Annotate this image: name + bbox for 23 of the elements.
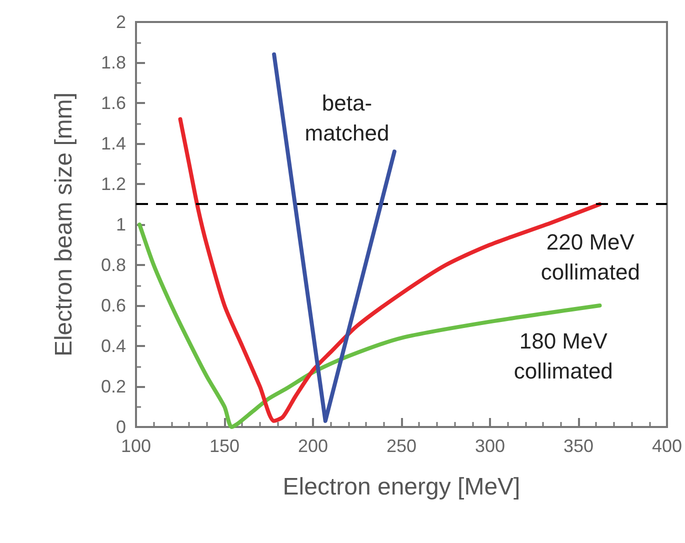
annotation: beta- matched xyxy=(304,90,390,146)
y-tick-label: 0.2 xyxy=(100,376,126,396)
y-tick-label: 1.4 xyxy=(100,134,126,154)
y-tick-label: 0.4 xyxy=(100,336,126,356)
y-tick-label: 1 xyxy=(116,214,126,234)
y-tick-label: 1.2 xyxy=(100,174,126,194)
y-tick-label: 1.6 xyxy=(100,93,126,113)
x-tick-label: 400 xyxy=(652,436,682,456)
x-tick-label: 100 xyxy=(120,436,152,456)
x-tick-label: 300 xyxy=(474,436,506,456)
x-tick-label: 200 xyxy=(298,436,328,456)
x-tick-label: 350 xyxy=(563,436,594,456)
y-tick-label: 1.8 xyxy=(100,52,126,72)
y-tick-label: 0.8 xyxy=(100,255,126,275)
y-tick-label: 0 xyxy=(116,417,126,437)
x-axis-title: Electron energy [MeV] xyxy=(282,474,520,500)
y-tick-label: 0.6 xyxy=(100,296,126,316)
annotation: 180 MeV collimated xyxy=(514,328,613,384)
x-tick-label: 250 xyxy=(386,436,417,456)
x-tick-label: 150 xyxy=(209,436,240,456)
annotation: 220 MeV collimated xyxy=(540,229,640,284)
y-axis-title: Electron beam size [mm] xyxy=(50,92,78,357)
y-tick-label: 2 xyxy=(116,12,126,32)
